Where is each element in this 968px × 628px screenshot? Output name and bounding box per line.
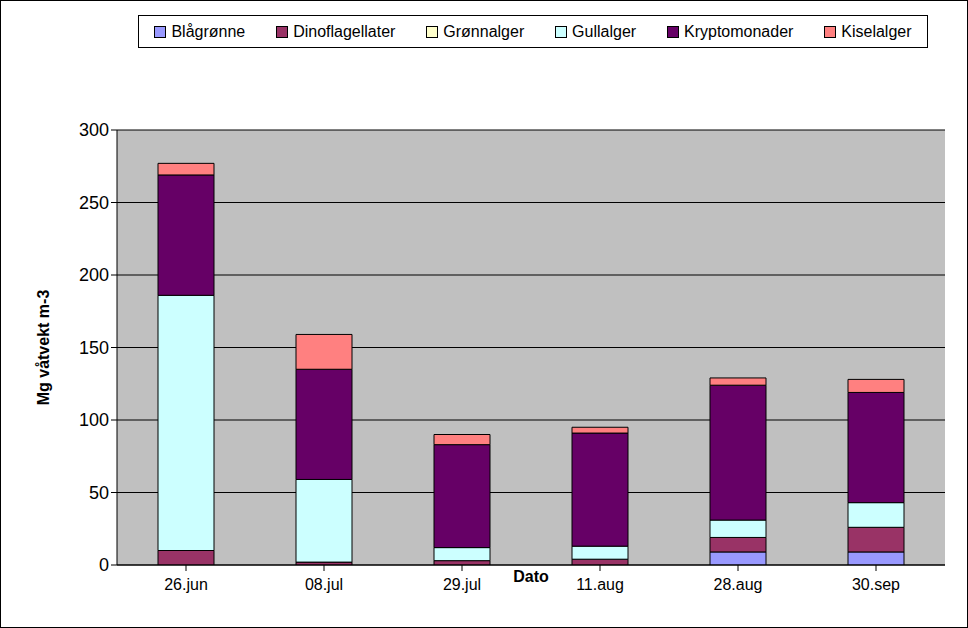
svg-text:0: 0 xyxy=(99,555,109,575)
html-text:Kiselalger: Kiselalger xyxy=(841,22,912,40)
svg-text:250: 250 xyxy=(79,193,109,213)
svg-text:150: 150 xyxy=(79,338,109,358)
svg-text:300: 300 xyxy=(79,120,109,140)
svg-text:08.jul: 08.jul xyxy=(305,576,343,593)
svg-text:30.sep: 30.sep xyxy=(852,576,900,593)
html-text:Grønnalger: Grønnalger xyxy=(443,22,525,40)
svg-text:Mg våtvekt m-3: Mg våtvekt m-3 xyxy=(35,290,52,406)
svg-text:29.jul: 29.jul xyxy=(443,576,481,593)
svg-text:26.jun: 26.jun xyxy=(164,576,208,593)
svg-text:11.aug: 11.aug xyxy=(576,576,624,593)
html-text:Kryptomonader: Kryptomonader xyxy=(684,22,794,40)
html-text:Dinoflagellater: Dinoflagellater xyxy=(293,22,396,40)
svg-text:200: 200 xyxy=(79,265,109,285)
svg-text:50: 50 xyxy=(89,483,109,503)
html-text:Blågrønne: Blågrønne xyxy=(171,22,246,40)
html-text:Gullalger: Gullalger xyxy=(572,22,637,40)
svg-text:Dato: Dato xyxy=(513,568,549,585)
svg-text:100: 100 xyxy=(79,410,109,430)
svg-text:28.aug: 28.aug xyxy=(714,576,763,593)
